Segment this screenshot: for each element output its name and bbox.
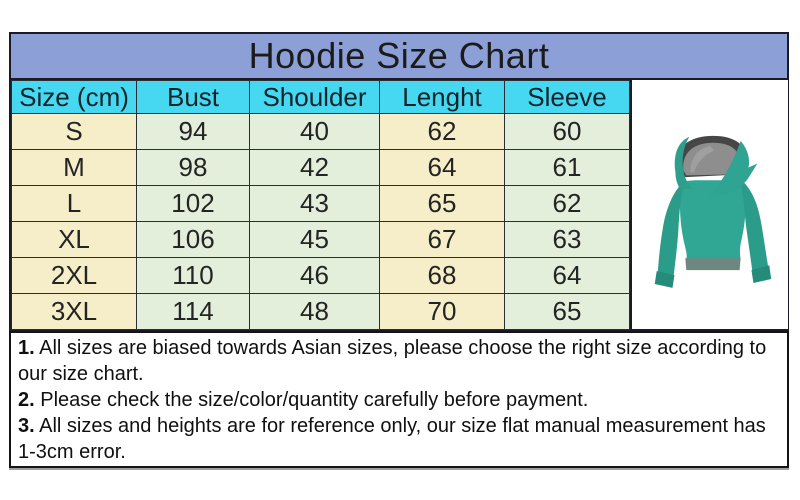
note-number: 2. bbox=[18, 389, 35, 411]
note-item: 2. Please check the size/color/quantity … bbox=[18, 387, 780, 413]
sleeve-cell: 62 bbox=[504, 185, 630, 222]
hoodie-left-sleeve bbox=[657, 182, 685, 278]
size-cell: M bbox=[11, 149, 137, 186]
chart-title-bar: Hoodie Size Chart bbox=[11, 34, 787, 80]
size-table: Size (cm) Bust Shoulder Lenght Sleeve S … bbox=[11, 80, 630, 330]
hood-shell-left bbox=[674, 136, 694, 190]
length-cell: 67 bbox=[379, 221, 505, 258]
length-cell: 64 bbox=[379, 149, 505, 186]
note-item: 1. All sizes are biased towards Asian si… bbox=[18, 335, 780, 387]
column-header-sleeve: Sleeve bbox=[504, 80, 630, 114]
column-header-bust: Bust bbox=[136, 80, 250, 114]
table-row: 2XL 110 46 68 64 bbox=[11, 257, 630, 294]
length-cell: 65 bbox=[379, 185, 505, 222]
note-item: 3. All sizes and heights are for referen… bbox=[18, 413, 780, 465]
length-cell: 62 bbox=[379, 113, 505, 150]
bust-cell: 114 bbox=[136, 293, 250, 330]
hoodie-body bbox=[679, 180, 746, 260]
bust-cell: 102 bbox=[136, 185, 250, 222]
note-number: 1. bbox=[18, 337, 35, 359]
table-row: L 102 43 65 62 bbox=[11, 185, 630, 222]
sleeve-cell: 65 bbox=[504, 293, 630, 330]
size-cell: XL bbox=[11, 221, 137, 258]
table-row: XL 106 45 67 63 bbox=[11, 221, 630, 258]
table-row: S 94 40 62 60 bbox=[11, 113, 630, 150]
bust-cell: 110 bbox=[136, 257, 250, 294]
hood-flap-right bbox=[709, 140, 758, 198]
column-header-size: Size (cm) bbox=[11, 80, 137, 114]
column-header-length: Lenght bbox=[379, 80, 505, 114]
bust-cell: 106 bbox=[136, 221, 250, 258]
shoulder-cell: 48 bbox=[249, 293, 380, 330]
sleeve-cell: 60 bbox=[504, 113, 630, 150]
table-row: M 98 42 64 61 bbox=[11, 149, 630, 186]
hood-lining-highlight bbox=[690, 145, 714, 173]
size-cell: S bbox=[11, 113, 137, 150]
bust-cell: 94 bbox=[136, 113, 250, 150]
size-cell: L bbox=[11, 185, 137, 222]
table-row: 3XL 114 48 70 65 bbox=[11, 293, 630, 330]
shoulder-cell: 42 bbox=[249, 149, 380, 186]
size-chart-panel: Hoodie Size Chart Size (cm) Bust Shoulde… bbox=[9, 32, 789, 331]
hoodie-hem-band bbox=[685, 258, 741, 271]
chart-title: Hoodie Size Chart bbox=[248, 35, 550, 76]
length-cell: 68 bbox=[379, 257, 505, 294]
note-text: All sizes are biased towards Asian sizes… bbox=[18, 337, 767, 385]
sleeve-cell: 61 bbox=[504, 149, 630, 186]
hoodie-product-image bbox=[654, 135, 772, 288]
sleeve-cell: 64 bbox=[504, 257, 630, 294]
shoulder-cell: 43 bbox=[249, 185, 380, 222]
table-and-photo-row: Size (cm) Bust Shoulder Lenght Sleeve S … bbox=[11, 80, 788, 330]
header-row: Size (cm) Bust Shoulder Lenght Sleeve bbox=[11, 80, 630, 114]
size-cell: 3XL bbox=[11, 293, 137, 330]
length-cell: 70 bbox=[379, 293, 505, 330]
notes-box: 1. All sizes are biased towards Asian si… bbox=[9, 331, 789, 468]
hoodie-left-cuff bbox=[654, 271, 675, 288]
product-photo-cell bbox=[630, 80, 788, 329]
note-text: All sizes and heights are for reference … bbox=[18, 415, 766, 463]
shoulder-cell: 45 bbox=[249, 221, 380, 258]
sleeve-cell: 63 bbox=[504, 221, 630, 258]
note-number: 3. bbox=[18, 415, 35, 437]
column-header-shoulder: Shoulder bbox=[249, 80, 380, 114]
bust-cell: 98 bbox=[136, 149, 250, 186]
hoodie-right-sleeve bbox=[740, 181, 769, 273]
note-text: Please check the size/color/quantity car… bbox=[40, 389, 589, 411]
shoulder-cell: 40 bbox=[249, 113, 380, 150]
shoulder-cell: 46 bbox=[249, 257, 380, 294]
hoodie-right-cuff bbox=[751, 265, 772, 283]
size-cell: 2XL bbox=[11, 257, 137, 294]
hood-lining bbox=[683, 142, 740, 176]
